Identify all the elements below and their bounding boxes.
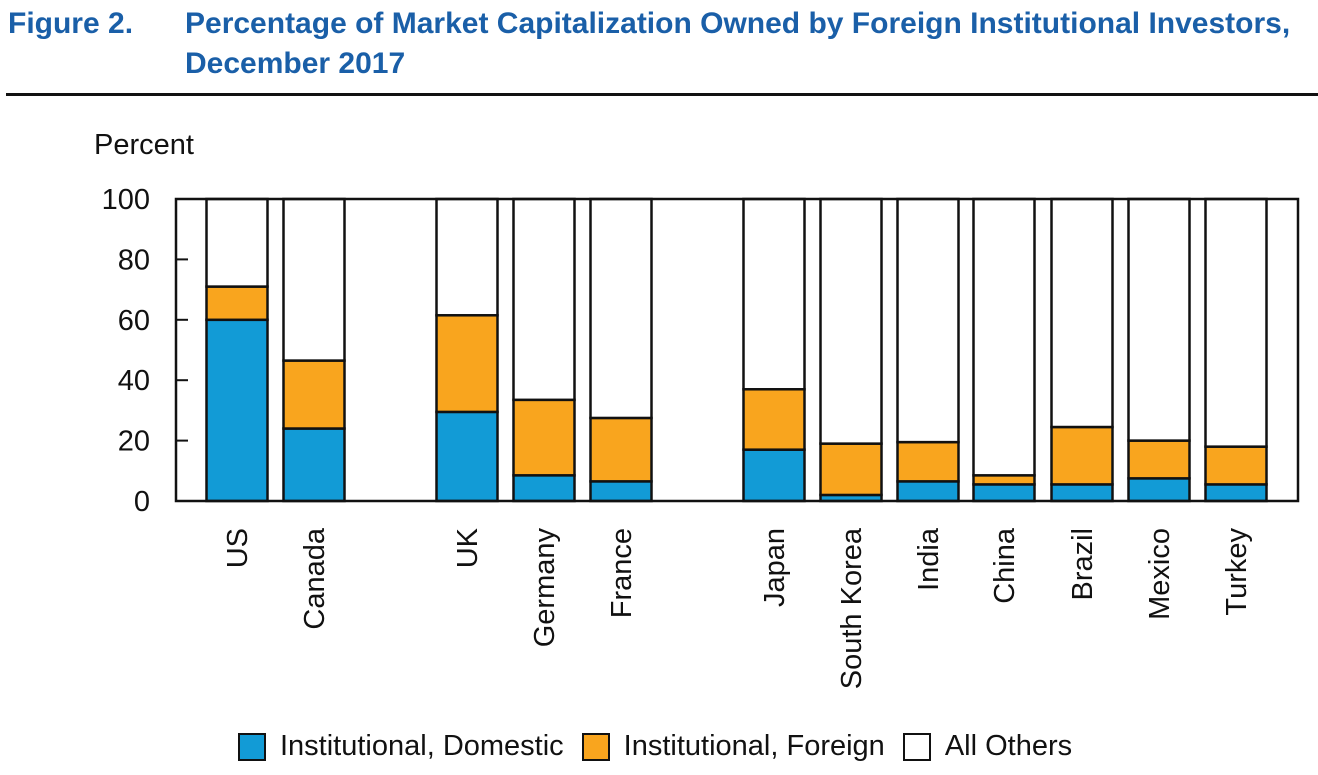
bar-mexico-all-others xyxy=(1127,197,1191,442)
y-tick-label-100: 100 xyxy=(102,184,150,216)
x-tick-label-china: China xyxy=(989,527,1021,604)
bar-india-institutional-foreign xyxy=(896,440,960,483)
x-tick-label-uk: UK xyxy=(452,527,484,568)
y-tick-label-20: 20 xyxy=(118,426,150,458)
legend-label-foreign: Institutional, Foreign xyxy=(623,730,885,762)
legend-swatch-foreign xyxy=(581,732,610,761)
plot-frame xyxy=(174,197,1300,503)
bar-china-all-others xyxy=(972,197,1036,477)
y-axis-label: Percent xyxy=(94,129,194,161)
legend-item-foreign: Institutional, Foreign xyxy=(581,730,885,763)
bar-china-institutional-domestic xyxy=(972,483,1036,503)
x-tick-label-india: India xyxy=(913,527,945,591)
x-axis-labels: US Canada UK Germany France Japan South Korea I… xyxy=(222,527,1253,689)
legend-item-domestic: Institutional, Domestic xyxy=(238,730,564,763)
legend-label-domestic: Institutional, Domestic xyxy=(280,730,564,762)
bar-turkey-all-others xyxy=(1204,197,1268,448)
figure-label: Figure 2. xyxy=(8,7,134,40)
bar-japan-institutional-foreign xyxy=(742,388,806,451)
bar-uk-institutional-domestic xyxy=(435,410,499,503)
bar-us-institutional-domestic xyxy=(205,318,269,503)
bar-france-all-others xyxy=(589,197,653,420)
bar-us-institutional-foreign xyxy=(205,285,269,322)
bar-china-institutional-foreign xyxy=(972,474,1036,486)
bar-turkey-institutional-domestic xyxy=(1204,483,1268,503)
bar-japan-institutional-domestic xyxy=(742,448,806,503)
legend-swatch-domestic xyxy=(238,732,266,761)
bar-brazil-all-others xyxy=(1050,197,1114,429)
y-axis: 0 20 40 60 80 100 xyxy=(102,184,188,518)
bar-uk-all-others xyxy=(435,197,499,317)
x-tick-label-turkey: Turkey xyxy=(1221,528,1253,616)
x-tick-label-japan: Japan xyxy=(759,528,791,607)
x-tick-label-south-korea: South Korea xyxy=(836,527,868,689)
stacked-bar-chart: Percent 0 20 40 60 80 100 US Canada UK Germany Fr… xyxy=(94,129,1300,689)
bar-brazil-institutional-domestic xyxy=(1050,483,1114,503)
legend-swatch-others xyxy=(902,732,931,761)
bar-france-institutional-foreign xyxy=(589,416,653,483)
x-tick-label-us: US xyxy=(222,528,254,568)
x-tick-label-canada: Canada xyxy=(299,527,331,629)
x-tick-label-france: France xyxy=(606,528,638,618)
bar-mexico-institutional-domestic xyxy=(1127,477,1191,503)
bar-india-all-others xyxy=(896,197,960,444)
bar-mexico-institutional-foreign xyxy=(1127,439,1191,480)
y-tick-label-40: 40 xyxy=(118,365,150,397)
legend: Institutional, Domestic Institutional, F… xyxy=(238,730,1090,763)
chart-title: Percentage of Market Capitalization Owne… xyxy=(185,7,1291,80)
bar-uk-institutional-foreign xyxy=(435,314,499,414)
title-rule xyxy=(6,93,1318,96)
bar-france-institutional-domestic xyxy=(589,480,653,503)
x-tick-label-mexico: Mexico xyxy=(1144,528,1176,620)
x-tick-label-brazil: Brazil xyxy=(1067,528,1099,601)
legend-item-others: All Others xyxy=(902,730,1073,763)
y-tick-label-0: 0 xyxy=(134,486,150,518)
bar-canada-all-others xyxy=(282,197,346,362)
bar-us-all-others xyxy=(205,197,269,288)
x-tick-label-germany: Germany xyxy=(529,528,561,648)
bar-brazil-institutional-foreign xyxy=(1050,425,1114,486)
bar-south-korea-institutional-foreign xyxy=(819,442,883,497)
bar-south-korea-all-others xyxy=(819,197,883,445)
bar-canada-institutional-foreign xyxy=(282,359,346,430)
bars-layer xyxy=(205,197,1268,503)
bar-japan-all-others xyxy=(742,197,806,391)
bar-turkey-institutional-foreign xyxy=(1204,445,1268,486)
bar-india-institutional-domestic xyxy=(896,480,960,503)
legend-label-others: All Others xyxy=(944,730,1073,762)
bar-germany-institutional-foreign xyxy=(512,398,576,477)
y-tick-label-80: 80 xyxy=(118,244,150,276)
y-tick-label-60: 60 xyxy=(118,305,150,337)
bar-germany-institutional-domestic xyxy=(512,474,576,503)
bar-germany-all-others xyxy=(512,197,576,402)
bar-canada-institutional-domestic xyxy=(282,427,346,503)
